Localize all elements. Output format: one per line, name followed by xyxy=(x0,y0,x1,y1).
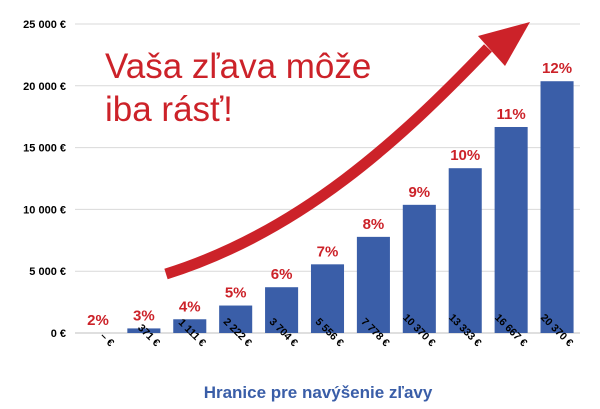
bar xyxy=(265,287,299,333)
data-label: 9% xyxy=(408,184,430,201)
data-label: 6% xyxy=(271,266,293,283)
data-label: 7% xyxy=(317,243,339,260)
headline-line-1: Vaša zľava môže xyxy=(105,47,371,86)
y-tick-label: 5 000 € xyxy=(29,266,66,278)
data-label: 11% xyxy=(497,106,526,123)
y-tick-label: 10 000 € xyxy=(23,204,66,216)
bar xyxy=(494,126,528,333)
bar xyxy=(310,264,345,333)
y-tick-label: 20 000 € xyxy=(23,81,66,93)
bar xyxy=(448,168,482,333)
data-label: 10% xyxy=(450,147,480,164)
data-labels: 2% 3% 4% 5% 6% 7% 8% 9% 10% 11% 12% xyxy=(87,60,572,329)
data-label: 3% xyxy=(133,307,155,324)
bar xyxy=(127,328,161,333)
data-label: 4% xyxy=(179,298,201,315)
x-axis-title: Hranice pre navýšenie zľavy xyxy=(204,383,433,402)
bar xyxy=(402,204,436,333)
y-tick-label: 0 € xyxy=(51,328,66,340)
y-axis: 0 € 5 000 € 10 000 € 15 000 € 20 000 € 25 000… xyxy=(23,19,66,340)
arrow-head-icon xyxy=(478,22,530,66)
headline-line-2: iba rásť! xyxy=(105,90,233,129)
data-label: 12% xyxy=(542,60,572,77)
trend-arrow-icon xyxy=(164,44,492,280)
data-label: 8% xyxy=(363,216,385,233)
data-label: 2% xyxy=(87,312,109,329)
y-tick-label: 15 000 € xyxy=(23,143,66,155)
bar xyxy=(540,81,574,333)
bars xyxy=(127,81,574,333)
data-label: 5% xyxy=(225,285,247,302)
y-tick-label: 25 000 € xyxy=(23,19,66,31)
bar xyxy=(356,236,390,333)
bar xyxy=(173,319,207,333)
x-tick-label: 371 € xyxy=(135,322,162,349)
bar xyxy=(219,305,253,333)
